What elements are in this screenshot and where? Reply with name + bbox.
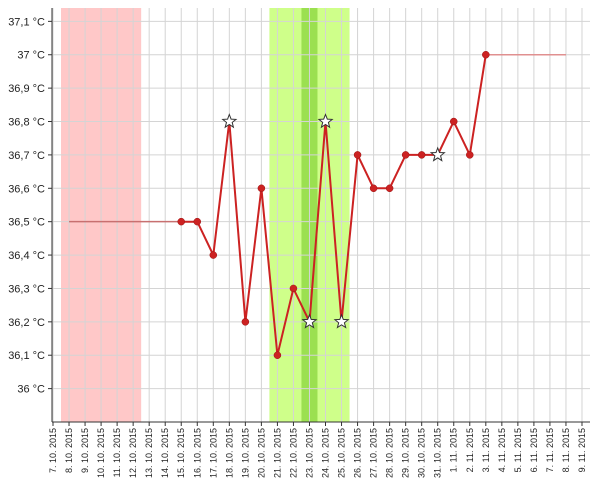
x-tick-label-28: 4. 11. 2015 xyxy=(497,428,507,472)
y-tick-label-10: 37 °C xyxy=(17,50,45,62)
x-tick-label-18: 25. 10. 2015 xyxy=(337,428,347,478)
x-tick-label-6: 13. 10. 2015 xyxy=(144,428,154,478)
y-tick-label-0: 36 °C xyxy=(17,384,45,396)
data-point-4 xyxy=(241,318,250,326)
axes xyxy=(51,8,590,423)
x-tick-labels: 7. 10. 2015 8. 10. 2015 9. 10. 2015 10. 10.… xyxy=(48,422,587,478)
grid xyxy=(52,8,590,422)
data-point-12 xyxy=(369,184,378,193)
y-tick-label-1: 36,1 °C xyxy=(8,350,45,362)
x-tick-label-21: 28. 10. 2015 xyxy=(385,428,395,478)
star-point-8 xyxy=(301,313,318,329)
x-tick-label-32: 8. 11. 2015 xyxy=(561,428,571,472)
data-point-0 xyxy=(177,217,185,226)
data-point-17 xyxy=(449,117,458,126)
star-point-16 xyxy=(429,146,446,162)
y-tick-label-11: 37,1 °C xyxy=(8,16,45,28)
x-tick-label-20: 27. 10. 2015 xyxy=(369,428,379,478)
data-point-6 xyxy=(273,351,282,359)
x-tick-label-27: 3. 11. 2015 xyxy=(481,428,491,472)
x-tick-label-13: 20. 10. 2015 xyxy=(256,428,266,478)
baseline-lines xyxy=(69,53,566,223)
y-tick-label-4: 36,4 °C xyxy=(8,250,45,262)
y-tick-label-7: 36,7 °C xyxy=(8,150,45,162)
data-point-14 xyxy=(401,151,410,159)
x-tick-label-8: 15. 10. 2015 xyxy=(176,428,186,478)
x-tick-label-17: 24. 10. 2015 xyxy=(321,428,331,478)
y-tick-label-6: 36,6 °C xyxy=(8,183,45,195)
x-tick-label-30: 6. 11. 2015 xyxy=(529,428,539,472)
y-tick-label-2: 36,2 °C xyxy=(8,317,45,329)
star-point-3 xyxy=(221,113,238,129)
x-tick-label-9: 16. 10. 2015 xyxy=(192,428,202,478)
x-tick-label-0: 7. 10. 2015 xyxy=(48,428,58,473)
x-tick-label-25: 1. 11. 2015 xyxy=(449,428,459,472)
x-tick-label-2: 9. 10. 2015 xyxy=(80,428,90,473)
x-tick-label-15: 22. 10. 2015 xyxy=(288,428,298,478)
data-point-1 xyxy=(193,217,202,226)
y-tick-label-5: 36,5 °C xyxy=(8,217,45,229)
x-tick-label-1: 8. 10. 2015 xyxy=(64,428,74,473)
data-point-7 xyxy=(289,284,298,293)
y-tick-labels: 36 °C 36,1 °C 36,2 °C 36,3 °C 36,4 °C 36,5 °C… xyxy=(8,16,52,396)
temperature-series xyxy=(177,50,490,359)
x-tick-label-3: 10. 10. 2015 xyxy=(96,428,106,478)
x-tick-label-12: 19. 10. 2015 xyxy=(240,428,250,478)
x-tick-label-22: 29. 10. 2015 xyxy=(401,428,411,478)
data-point-2 xyxy=(209,251,218,259)
data-point-11 xyxy=(353,151,362,159)
x-tick-label-31: 7. 11. 2015 xyxy=(545,428,555,472)
x-tick-label-7: 14. 10. 2015 xyxy=(160,428,170,478)
x-tick-label-26: 2. 11. 2015 xyxy=(465,428,475,472)
y-tick-label-3: 36,3 °C xyxy=(8,283,45,295)
x-tick-label-11: 18. 10. 2015 xyxy=(224,428,234,478)
x-tick-label-5: 12. 10. 2015 xyxy=(128,428,138,478)
x-tick-label-14: 21. 10. 2015 xyxy=(272,428,282,478)
data-point-5 xyxy=(257,184,266,193)
star-point-9 xyxy=(317,113,334,129)
x-tick-label-23: 30. 10. 2015 xyxy=(417,428,427,478)
star-point-10 xyxy=(333,313,350,329)
x-tick-label-19: 26. 10. 2015 xyxy=(353,428,363,478)
data-point-15 xyxy=(417,151,426,159)
y-tick-label-8: 36,8 °C xyxy=(8,117,45,129)
x-tick-label-33: 9. 11. 2015 xyxy=(577,428,587,472)
x-tick-label-29: 5. 11. 2015 xyxy=(513,428,523,472)
x-tick-label-24: 31. 10. 2015 xyxy=(433,428,443,478)
data-point-19 xyxy=(482,50,490,59)
data-point-18 xyxy=(466,151,474,159)
cycle-bands xyxy=(61,8,350,422)
x-tick-label-4: 11. 10. 2015 xyxy=(112,428,122,477)
x-tick-label-16: 23. 10. 2015 xyxy=(304,428,314,478)
y-tick-label-9: 36,9 °C xyxy=(8,83,45,95)
data-point-13 xyxy=(385,184,394,193)
x-tick-label-10: 17. 10. 2015 xyxy=(208,428,218,478)
